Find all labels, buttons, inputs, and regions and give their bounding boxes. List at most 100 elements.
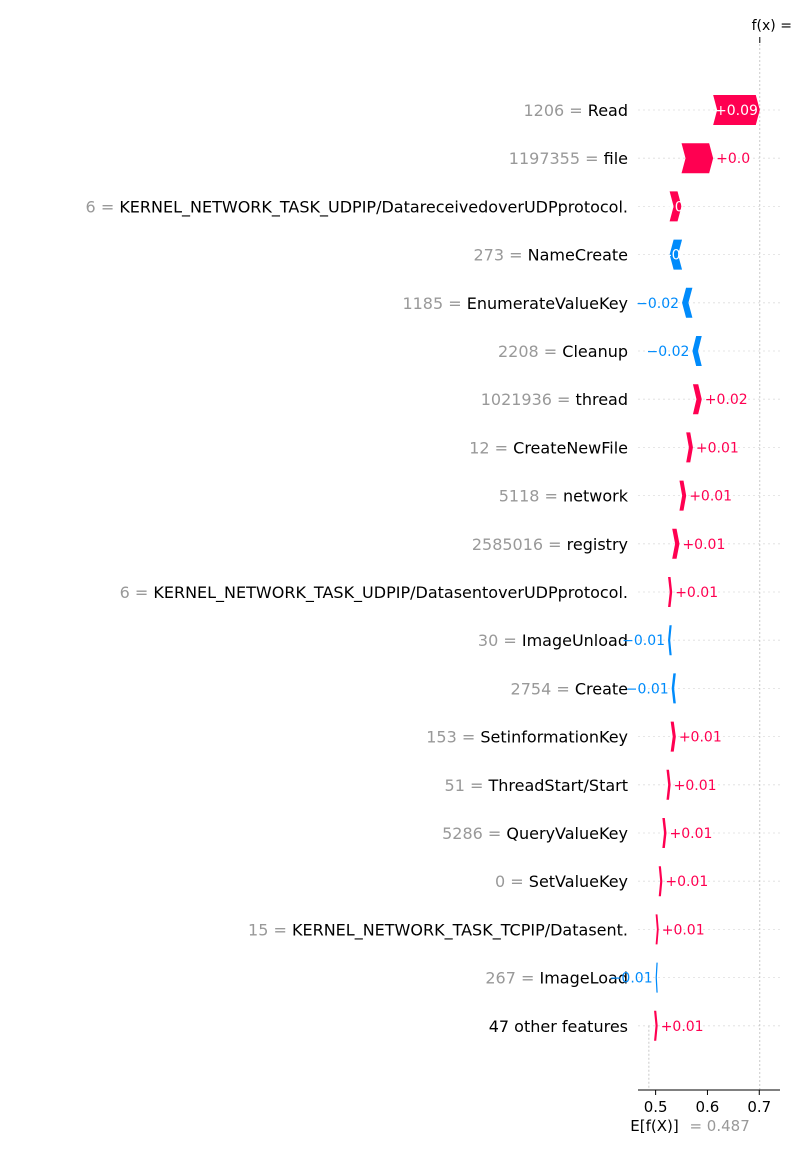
feature-label: 0 = SetValueKey	[495, 872, 628, 891]
feature-name: 47 other features	[489, 1017, 628, 1036]
feature-label: 47 other features	[489, 1017, 628, 1036]
base-value-label: E[f(X)] = 0.487	[630, 1117, 750, 1135]
feature-label: 6 = KERNEL_NETWORK_TASK_UDPIP/Datasentov…	[120, 583, 628, 603]
feature-value: 267 =	[485, 969, 539, 988]
negative-bar	[692, 336, 702, 366]
contribution-label: +0.01	[670, 826, 713, 842]
contribution-label: +0.02	[705, 392, 748, 408]
base-value-expression: E[f(X)]	[630, 1117, 678, 1135]
positive-bar	[655, 914, 659, 945]
feature-label: 15 = KERNEL_NETWORK_TASK_TCPIP/Datasent.	[248, 920, 628, 940]
contribution-label: −0.01	[610, 971, 653, 987]
feature-name: KERNEL_NETWORK_TASK_UDPIP/DatasentoverUD…	[153, 583, 628, 603]
positive-bar	[670, 721, 676, 752]
feature-bars	[654, 95, 760, 1041]
contribution-label: −0.01	[626, 681, 669, 697]
feature-label: 51 = ThreadStart/Start	[445, 776, 628, 795]
feature-label: 2754 = Create	[511, 679, 628, 698]
contribution-labels: +0.09 +0.0 +0. -0. −0.02 −0.02 +0.02 +0.01 +0.01…	[610, 103, 758, 1035]
feature-value: 12 =	[469, 438, 513, 457]
positive-bar	[681, 143, 714, 174]
feature-label: 12 = CreateNewFile	[469, 438, 628, 457]
contribution-label: −0.01	[622, 633, 665, 649]
contribution-label: +0.01	[675, 585, 718, 601]
feature-label: 273 = NameCreate	[474, 246, 629, 265]
contribution-label: +0.	[663, 199, 688, 215]
contribution-label: +0.0	[716, 151, 750, 167]
feature-label: 30 = ImageUnload	[478, 631, 628, 650]
feature-label: 1185 = EnumerateValueKey	[402, 294, 628, 313]
base-value-number: = 0.487	[689, 1117, 749, 1135]
feature-value: 153 =	[426, 728, 480, 747]
negative-bar	[655, 962, 658, 993]
positive-bar	[713, 95, 760, 125]
feature-label: 5118 = network	[499, 487, 629, 506]
top-axis: f(x) =	[752, 18, 792, 43]
x-tick-label: 0.7	[747, 1098, 771, 1116]
negative-bar	[682, 287, 693, 318]
feature-value: 2208 =	[498, 342, 562, 361]
feature-name: thread	[576, 390, 628, 409]
feature-name: file	[604, 149, 628, 168]
feature-value: 1021936 =	[481, 390, 576, 409]
positive-bar	[654, 1010, 658, 1041]
feature-value: 273 =	[474, 246, 528, 265]
positive-bar	[666, 769, 671, 800]
feature-label: 267 = ImageLoad	[485, 969, 628, 988]
feature-value: 2585016 =	[472, 535, 567, 554]
x-tick-label: 0.5	[644, 1098, 668, 1116]
feature-label: 153 = SetinformationKey	[426, 728, 628, 747]
positive-bar	[686, 432, 693, 463]
feature-value: 1197355 =	[509, 149, 604, 168]
feature-name: KERNEL_NETWORK_TASK_TCPIP/Datasent.	[292, 920, 628, 940]
feature-value: 6 =	[120, 583, 154, 602]
positive-bar	[679, 480, 687, 511]
feature-name: Read	[588, 101, 628, 120]
feature-value: 1185 =	[402, 294, 466, 313]
feature-name: network	[563, 487, 629, 506]
positive-bar	[662, 818, 667, 848]
feature-label: 1021936 = thread	[481, 390, 628, 409]
contribution-label: +0.01	[662, 922, 705, 938]
x-tick-label: 0.6	[696, 1098, 720, 1116]
contribution-label: +0.01	[689, 489, 732, 505]
contribution-label: -0.	[667, 248, 685, 264]
contribution-label: −0.02	[636, 296, 679, 312]
feature-value: 5286 =	[442, 824, 506, 843]
grid-lines	[638, 109, 780, 1027]
negative-bar	[671, 673, 676, 704]
feature-name: ThreadStart/Start	[487, 776, 628, 795]
feature-name: registry	[567, 535, 628, 554]
fx-label: f(x) =	[752, 18, 792, 34]
negative-bar	[669, 239, 683, 270]
feature-label: 1197355 = file	[509, 149, 628, 168]
feature-label: 1206 = Read	[524, 101, 629, 120]
feature-name: ImageUnload	[522, 631, 628, 650]
feature-value: 30 =	[478, 631, 522, 650]
feature-name: EnumerateValueKey	[467, 294, 628, 313]
feature-value: 51 =	[445, 776, 489, 795]
feature-label: 2585016 = registry	[472, 535, 628, 554]
feature-name: QueryValueKey	[506, 824, 628, 843]
feature-value: 0 =	[495, 872, 529, 891]
feature-label: 2208 = Cleanup	[498, 342, 628, 361]
feature-value: 6 =	[86, 197, 120, 216]
positive-bar	[658, 866, 663, 897]
feature-name: SetinformationKey	[480, 728, 628, 747]
contribution-label: +0.01	[674, 778, 717, 794]
feature-labels: 1206 = Read 1197355 = file 6 = KERNEL_NETW…	[86, 101, 629, 1036]
feature-value: 1206 =	[524, 101, 588, 120]
feature-name: SetValueKey	[529, 872, 628, 891]
feature-label: 5286 = QueryValueKey	[442, 824, 628, 843]
feature-name: Cleanup	[562, 342, 628, 361]
feature-name: CreateNewFile	[513, 438, 628, 457]
feature-name: NameCreate	[528, 246, 628, 265]
x-axis: 0.5 0.6 0.7	[638, 1089, 780, 1116]
positive-bar	[672, 528, 680, 559]
feature-name: Create	[575, 679, 628, 698]
contribution-label: +0.01	[682, 537, 725, 553]
contribution-label: +0.09	[715, 103, 758, 119]
positive-bar	[668, 577, 673, 607]
feature-value: 5118 =	[499, 487, 563, 506]
